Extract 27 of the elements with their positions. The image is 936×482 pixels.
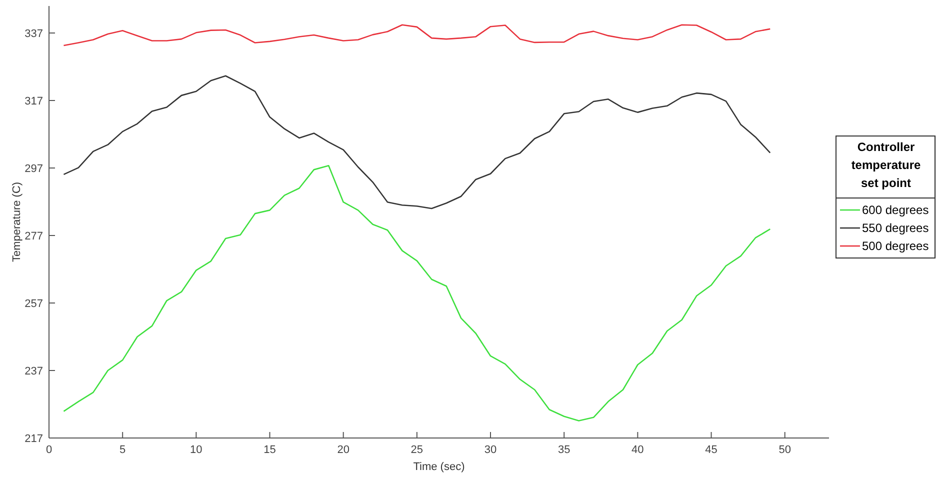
- line-series: [63, 75, 771, 210]
- x-tick-label: 10: [190, 444, 202, 456]
- legend-title: Controller temperature set point: [851, 140, 922, 190]
- legend-label: 550 degrees: [862, 221, 929, 235]
- y-tick-label: 277: [24, 230, 43, 242]
- x-tick-label: 5: [120, 444, 126, 456]
- x-tick-label: 25: [410, 444, 424, 456]
- x-tick-label: 45: [705, 444, 718, 456]
- y-tick-label: 337: [24, 28, 43, 40]
- y-tick-label: 217: [24, 433, 43, 445]
- y-axis-title: Temperature (C): [11, 182, 23, 262]
- x-tick-label: 0: [46, 444, 52, 456]
- y-tick-label: 317: [24, 96, 43, 108]
- x-tick-label: 50: [778, 444, 791, 456]
- line-series: [63, 164, 771, 422]
- y-tick-label: 257: [24, 298, 43, 310]
- x-tick-label: 20: [337, 444, 350, 456]
- legend-label: 500 degrees: [862, 239, 929, 253]
- y-tick-label: 237: [24, 366, 43, 378]
- x-tick-label: 30: [484, 444, 497, 456]
- x-axis-title: Time (sec): [413, 461, 465, 473]
- x-tick-label: 40: [632, 444, 644, 456]
- x-tick-label: 35: [558, 444, 570, 456]
- x-tick-label: 15: [264, 444, 276, 456]
- legend-label: 600 degrees: [862, 203, 929, 217]
- y-tick-label: 297: [24, 163, 43, 175]
- line-series: [63, 24, 771, 46]
